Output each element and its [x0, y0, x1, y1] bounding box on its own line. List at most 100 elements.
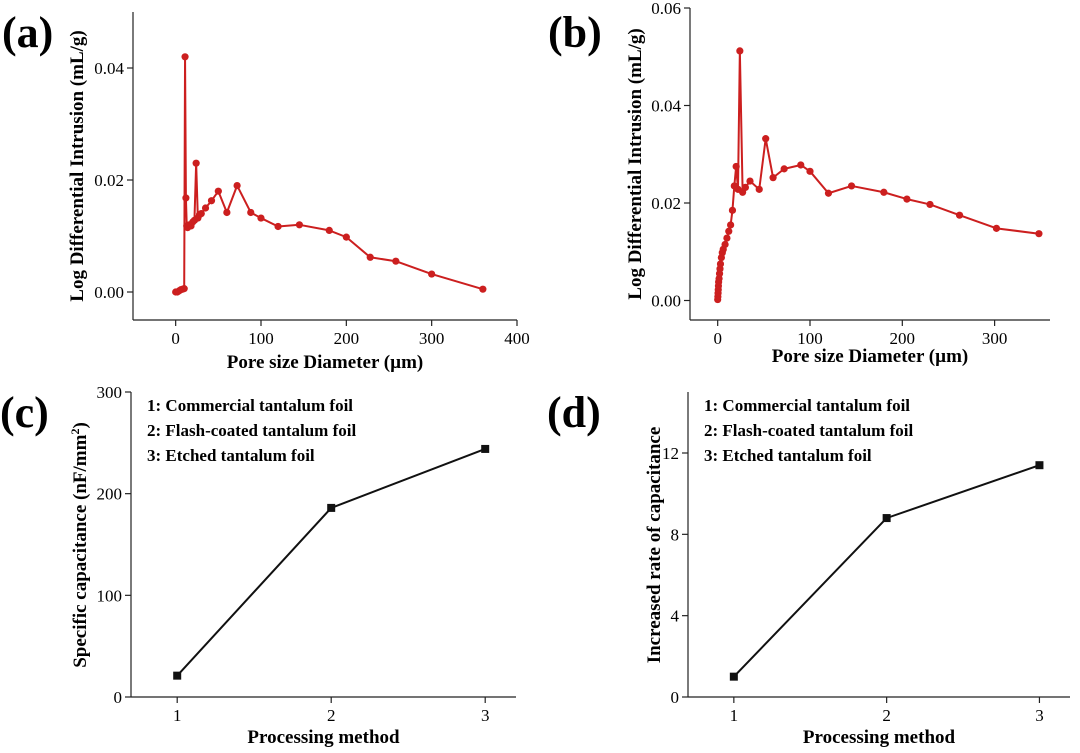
data-point [769, 174, 777, 182]
y-tick-label: 0.04 [651, 97, 681, 116]
legend-entry: 3: Etched tantalum foil [704, 446, 872, 465]
data-point [181, 53, 189, 61]
y-axis-title: Increased rate of capacitance [644, 427, 665, 664]
y-axis-title-end: ) [70, 422, 91, 428]
y-tick-label: 200 [97, 485, 123, 504]
y-tick-label: 0 [114, 688, 123, 707]
x-tick-label: 2 [327, 706, 336, 725]
legend-entry: 1: Commercial tantalum foil [147, 396, 353, 415]
x-tick-label: 0 [713, 329, 722, 348]
data-point [214, 187, 222, 195]
x-tick-label: 400 [504, 329, 530, 348]
y-tick-label: 0.04 [94, 59, 124, 78]
data-point [955, 211, 964, 219]
data-point [325, 226, 333, 234]
x-axis-title: Pore size Diameter (µm) [227, 352, 423, 373]
legend-entry: 3: Etched tantalum foil [147, 446, 315, 465]
data-point [746, 177, 754, 185]
data-point [247, 208, 255, 217]
data-point [1035, 461, 1044, 470]
y-tick-label: 12 [662, 444, 679, 463]
x-tick-label: 200 [890, 329, 916, 348]
x-axis-title: Pore size Diameter (µm) [772, 346, 968, 367]
data-point [180, 285, 188, 293]
data-point [732, 162, 740, 171]
panel-label-a: (a) [2, 8, 53, 57]
data-point [1035, 230, 1043, 238]
x-axis-title: Processing method [803, 727, 956, 748]
data-point [741, 183, 749, 191]
x-tick-label: 1 [730, 706, 739, 725]
panel-label-d: (d) [547, 388, 601, 437]
data-point [723, 234, 731, 242]
data-point [207, 197, 216, 205]
data-point [257, 214, 265, 222]
y-tick-label: 0.06 [651, 0, 681, 18]
panel-a: (a) 0 100 200 300 400 0.00 0.02 0.04 Pore size Di… [2, 8, 530, 373]
data-point [880, 188, 888, 196]
y-tick-label: 100 [97, 586, 123, 605]
x-tick-label: 200 [334, 329, 360, 348]
data-point [295, 221, 303, 229]
x-tick-label: 3 [481, 706, 490, 725]
x-axis-title: Processing method [247, 727, 400, 748]
data-point [716, 260, 725, 268]
data-point [903, 195, 911, 203]
data-point [366, 253, 374, 261]
y-axis-title-sup: 2 [68, 429, 82, 435]
data-point [725, 227, 733, 235]
legend-entry: 1: Commercial tantalum foil [704, 396, 910, 415]
series-line [733, 464, 1040, 678]
data-point [233, 182, 241, 190]
data-point [762, 135, 770, 143]
data-point [182, 194, 190, 202]
x-tick-label: 100 [248, 329, 274, 348]
data-point [173, 671, 182, 680]
data-point [479, 285, 487, 293]
data-point [728, 206, 737, 214]
panel-b: (b) 0 100 200 300 0.00 0.02 0.04 0.06 Pore size D… [548, 0, 1050, 367]
data-point [428, 270, 436, 278]
data-point [806, 167, 814, 175]
data-point [481, 444, 490, 453]
panel-label-b: (b) [548, 8, 602, 57]
y-tick-label: 8 [671, 525, 680, 544]
data-point [223, 208, 231, 217]
y-axis-title: Specific capacitance (nF/mm2) [68, 422, 91, 668]
series-line [175, 55, 484, 293]
legend-entry: 2: Flash-coated tantalum foil [704, 421, 913, 440]
y-tick-label: 0.00 [94, 283, 124, 302]
y-tick-label: 300 [97, 383, 123, 402]
y-tick-label: 0.00 [651, 292, 681, 311]
data-point [882, 514, 891, 523]
panel-label-c: (c) [0, 388, 49, 437]
x-tick-label: 100 [797, 329, 823, 348]
data-point [327, 503, 336, 512]
data-point [755, 185, 763, 193]
y-tick-label: 4 [671, 607, 680, 626]
y-tick-label: 0.02 [651, 194, 681, 213]
data-point [992, 224, 1001, 232]
legend-entry: 2: Flash-coated tantalum foil [147, 421, 356, 440]
data-point [342, 233, 350, 241]
series-line [716, 49, 1040, 300]
y-axis-title: Log Differential Intrusion (mL/g) [67, 30, 88, 301]
x-tick-label: 1 [173, 706, 182, 725]
x-tick-label: 3 [1035, 706, 1044, 725]
data-point [721, 240, 729, 249]
y-tick-label: 0 [671, 688, 680, 707]
data-point [727, 221, 735, 229]
x-tick-label: 2 [882, 706, 891, 725]
data-point [797, 161, 805, 169]
data-point [201, 204, 210, 212]
data-point [824, 189, 833, 197]
series-line [176, 447, 486, 677]
data-point [274, 222, 282, 231]
data-point [736, 47, 744, 55]
x-tick-label: 300 [419, 329, 445, 348]
panel-c: (c) 1 2 3 0 100 200 300 Processing method Specifi… [0, 383, 516, 748]
data-point [926, 200, 934, 209]
y-axis-title: Log Differential Intrusion (mL/g) [625, 28, 646, 299]
